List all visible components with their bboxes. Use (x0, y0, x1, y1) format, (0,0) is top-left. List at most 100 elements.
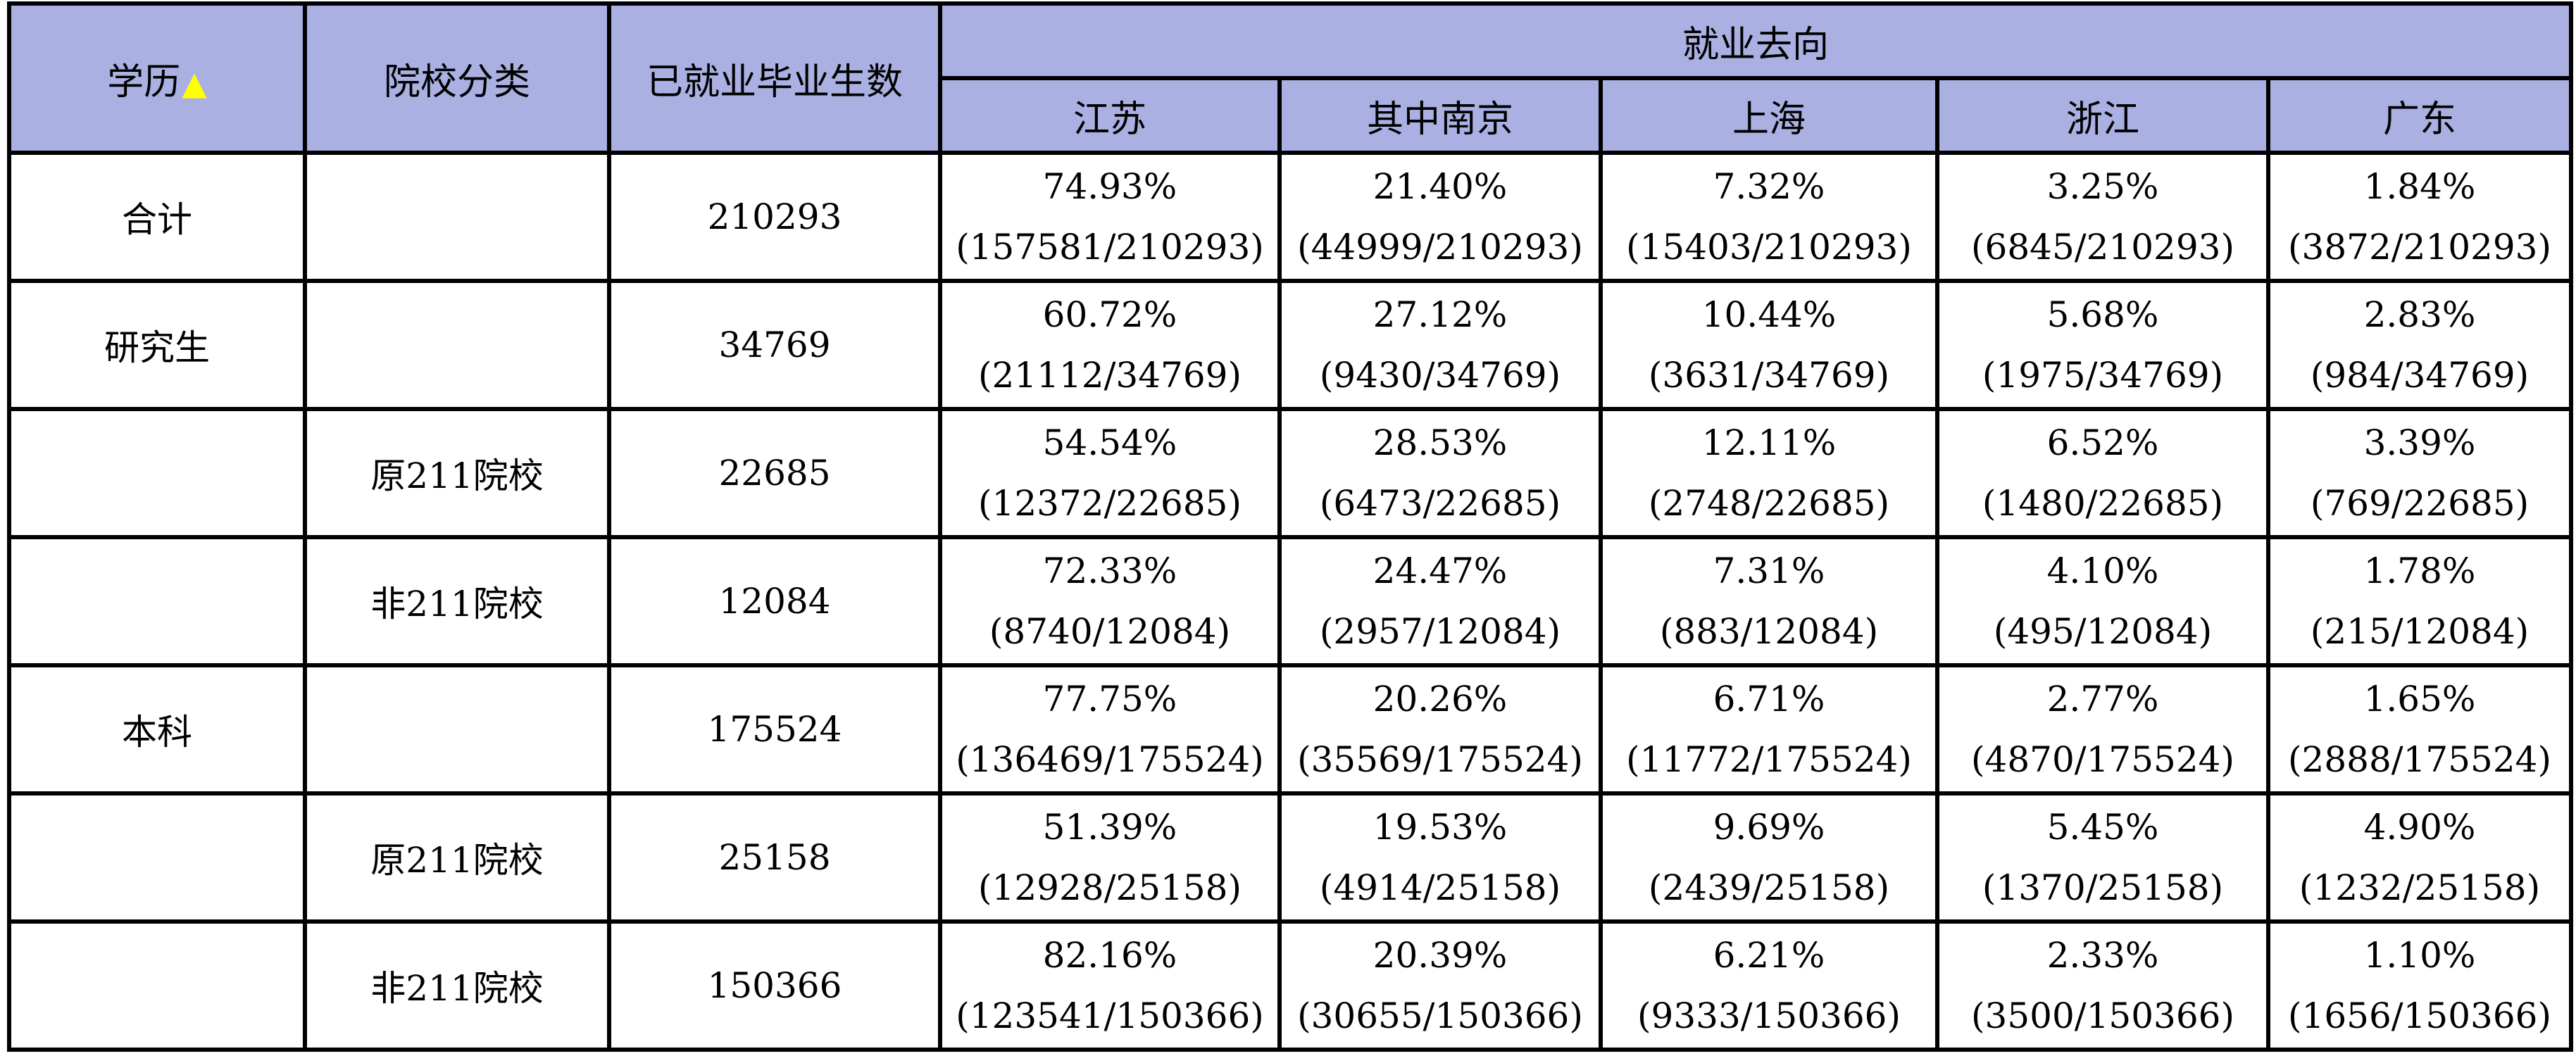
percentage-text: 28.53% (1373, 422, 1508, 463)
percentage-text: 24.47% (1373, 551, 1508, 591)
percentage-text: 7.31% (1713, 551, 1825, 591)
education-cell (7, 791, 307, 924)
table-row: 非211院校 150366 82.16% (123541/150366) 20.3… (7, 919, 2574, 1052)
header-school-type: 院校分类 (303, 1, 611, 155)
destination-cell: 82.16% (123541/150366) (938, 919, 1282, 1052)
employment-destination-table: 学历▲ 院校分类 已就业毕业生数 就业去向 江苏 其中南京 上海 浙江 广东 合… (7, 1, 2574, 1052)
ratio-text: (6845/210293) (1971, 227, 2234, 268)
percentage-text: 2.83% (2363, 294, 2476, 335)
ratio-text: (3500/150366) (1971, 995, 2234, 1036)
destination-cell: 9.69% (2439/25158) (1599, 791, 1939, 924)
percentage-text: 1.10% (2363, 935, 2476, 976)
education-cell: 合计 (7, 151, 307, 283)
header-education[interactable]: 学历▲ (7, 1, 307, 155)
destination-cell: 54.54% (12372/22685) (938, 407, 1282, 539)
percentage-text: 72.33% (1042, 551, 1177, 591)
ratio-text: (9333/150366) (1637, 995, 1901, 1036)
destination-cell: 20.39% (30655/150366) (1277, 919, 1603, 1052)
ratio-text: (215/12084) (2310, 611, 2530, 652)
percentage-text: 19.53% (1373, 807, 1508, 848)
ratio-text: (9430/34769) (1319, 355, 1561, 396)
percentage-text: 7.32% (1713, 166, 1825, 207)
destination-cell: 1.78% (215/12084) (2265, 535, 2574, 667)
destination-cell: 1.65% (2888/175524) (2265, 663, 2574, 796)
ratio-text: (136469/175524) (956, 739, 1264, 780)
percentage-text: 1.84% (2363, 166, 2476, 207)
percentage-text: 51.39% (1042, 807, 1177, 848)
destination-cell: 6.71% (11772/175524) (1599, 663, 1939, 796)
ratio-text: (8740/12084) (989, 611, 1231, 652)
destination-cell: 28.53% (6473/22685) (1277, 407, 1603, 539)
ratio-text: (1975/34769) (1982, 355, 2224, 396)
destination-cell: 19.53% (4914/25158) (1277, 791, 1603, 924)
ratio-text: (123541/150366) (956, 995, 1264, 1036)
header-region-zhejiang: 浙江 (1935, 76, 2270, 155)
ratio-text: (4870/175524) (1971, 739, 2234, 780)
table-row: 原211院校 22685 54.54% (12372/22685) 28.53% (… (7, 407, 2574, 539)
ratio-text: (2957/12084) (1319, 611, 1561, 652)
ratio-text: (1232/25158) (2299, 867, 2541, 908)
destination-cell: 2.77% (4870/175524) (1935, 663, 2270, 796)
ratio-text: (2888/175524) (2288, 739, 2551, 780)
school-type-cell (303, 663, 611, 796)
ratio-text: (4914/25158) (1319, 867, 1561, 908)
destination-cell: 12.11% (2748/22685) (1599, 407, 1939, 539)
percentage-text: 6.21% (1713, 935, 1825, 976)
destination-cell: 72.33% (8740/12084) (938, 535, 1282, 667)
ratio-text: (35569/175524) (1297, 739, 1583, 780)
destination-cell: 24.47% (2957/12084) (1277, 535, 1603, 667)
destination-cell: 3.25% (6845/210293) (1935, 151, 2270, 283)
percentage-text: 74.93% (1042, 166, 1177, 207)
employed-count-cell: 25158 (607, 791, 942, 924)
destination-cell: 1.10% (1656/150366) (2265, 919, 2574, 1052)
employed-count-cell: 34769 (607, 279, 942, 411)
percentage-text: 9.69% (1713, 807, 1825, 848)
percentage-text: 3.25% (2046, 166, 2159, 207)
destination-cell: 27.12% (9430/34769) (1277, 279, 1603, 411)
ratio-text: (6473/22685) (1319, 483, 1561, 524)
education-cell: 研究生 (7, 279, 307, 411)
employed-count-cell: 175524 (607, 663, 942, 796)
ratio-text: (2748/22685) (1648, 483, 1890, 524)
school-type-cell: 原211院校 (303, 791, 611, 924)
table-row: 非211院校 12084 72.33% (8740/12084) 24.47% (2… (7, 535, 2574, 667)
ratio-text: (3872/210293) (2288, 227, 2551, 268)
ratio-text: (769/22685) (2310, 483, 2530, 524)
sort-ascending-icon[interactable]: ▲ (182, 63, 207, 102)
destination-cell: 4.10% (495/12084) (1935, 535, 2270, 667)
ratio-text: (44999/210293) (1297, 227, 1583, 268)
ratio-text: (11772/175524) (1626, 739, 1912, 780)
destination-cell: 5.68% (1975/34769) (1935, 279, 2270, 411)
school-type-cell: 原211院校 (303, 407, 611, 539)
percentage-text: 3.39% (2363, 422, 2476, 463)
header-region-jiangsu: 江苏 (938, 76, 1282, 155)
school-type-cell: 非211院校 (303, 919, 611, 1052)
header-region-shanghai: 上海 (1599, 76, 1939, 155)
destination-cell: 74.93% (157581/210293) (938, 151, 1282, 283)
employed-count-cell: 22685 (607, 407, 942, 539)
school-type-cell: 非211院校 (303, 535, 611, 667)
destination-cell: 4.90% (1232/25158) (2265, 791, 2574, 924)
ratio-text: (2439/25158) (1648, 867, 1890, 908)
percentage-text: 21.40% (1373, 166, 1508, 207)
destination-cell: 77.75% (136469/175524) (938, 663, 1282, 796)
destination-cell: 7.32% (15403/210293) (1599, 151, 1939, 283)
education-cell (7, 919, 307, 1052)
employed-count-cell: 210293 (607, 151, 942, 283)
percentage-text: 27.12% (1373, 294, 1508, 335)
ratio-text: (15403/210293) (1626, 227, 1912, 268)
ratio-text: (883/12084) (1659, 611, 1879, 652)
percentage-text: 2.77% (2046, 679, 2159, 719)
destination-cell: 21.40% (44999/210293) (1277, 151, 1603, 283)
destination-cell: 10.44% (3631/34769) (1599, 279, 1939, 411)
ratio-text: (12928/25158) (978, 867, 1242, 908)
percentage-text: 12.11% (1701, 422, 1837, 463)
destination-cell: 51.39% (12928/25158) (938, 791, 1282, 924)
percentage-text: 1.78% (2363, 551, 2476, 591)
destination-cell: 6.52% (1480/22685) (1935, 407, 2270, 539)
ratio-text: (12372/22685) (978, 483, 1242, 524)
percentage-text: 54.54% (1042, 422, 1177, 463)
table-row: 研究生 34769 60.72% (21112/34769) 27.12% (943… (7, 279, 2574, 411)
ratio-text: (1370/25158) (1982, 867, 2224, 908)
ratio-text: (3631/34769) (1648, 355, 1890, 396)
